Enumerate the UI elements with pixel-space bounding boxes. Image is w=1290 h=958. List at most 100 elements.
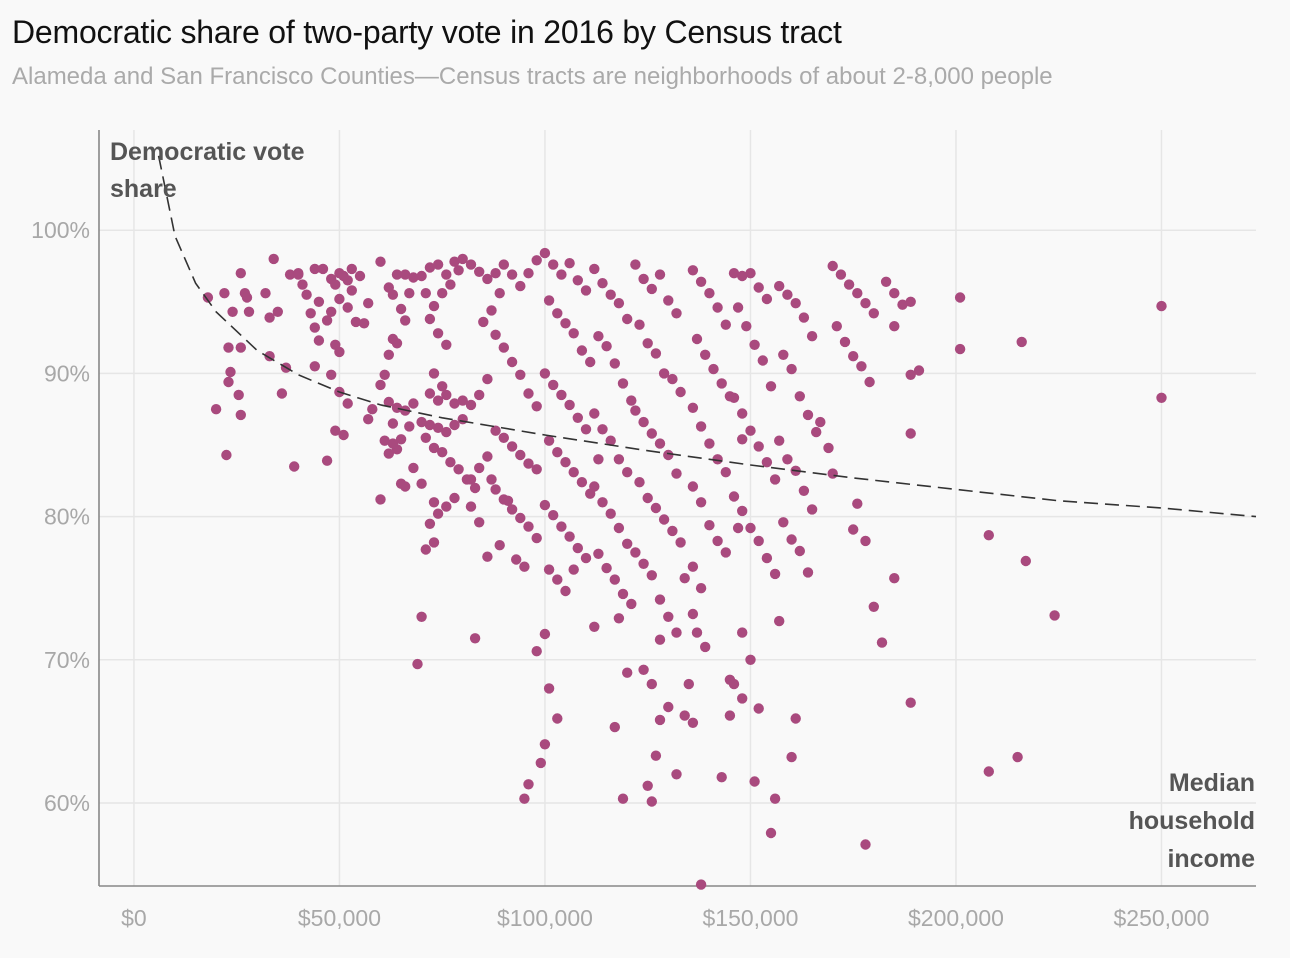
- data-point: [412, 658, 423, 670]
- data-point: [233, 389, 244, 401]
- data-point: [794, 545, 805, 557]
- data-point: [498, 432, 509, 443]
- data-point: [695, 497, 707, 508]
- data-point: [897, 299, 908, 310]
- data-point: [983, 766, 994, 777]
- data-point: [564, 258, 575, 269]
- y-axis-label-line-2: share: [110, 175, 177, 203]
- data-point: [630, 259, 641, 270]
- data-point: [235, 268, 246, 279]
- data-point: [663, 701, 674, 713]
- data-point: [860, 298, 871, 309]
- data-point: [453, 265, 464, 276]
- data-point: [408, 272, 419, 283]
- data-point: [428, 537, 440, 548]
- data-point: [658, 368, 670, 379]
- data-point: [737, 627, 748, 638]
- data-point: [313, 335, 325, 346]
- data-point: [675, 537, 686, 548]
- data-point: [613, 298, 625, 309]
- data-point: [646, 428, 657, 439]
- data-point: [650, 750, 662, 761]
- data-point: [400, 269, 411, 280]
- data-point: [613, 613, 625, 624]
- data-point: [387, 438, 399, 449]
- data-point: [338, 429, 349, 441]
- data-point: [367, 404, 378, 415]
- data-point: [954, 343, 966, 355]
- data-point: [868, 601, 879, 612]
- data-point: [342, 302, 353, 313]
- data-point: [728, 392, 740, 403]
- data-point: [737, 505, 748, 517]
- data-point: [753, 282, 764, 293]
- data-point: [691, 627, 703, 638]
- data-point: [568, 564, 579, 575]
- data-point: [634, 477, 645, 488]
- data-point: [449, 492, 460, 504]
- data-point: [745, 522, 756, 534]
- data-point: [609, 358, 620, 369]
- data-point: [654, 438, 666, 449]
- data-point: [622, 313, 633, 325]
- data-point: [219, 288, 230, 299]
- data-point: [839, 336, 851, 348]
- data-point: [695, 421, 707, 432]
- data-point: [671, 769, 682, 780]
- data-point: [560, 457, 571, 468]
- data-point: [474, 389, 485, 401]
- data-point: [531, 532, 542, 544]
- data-point: [745, 268, 756, 279]
- data-point: [687, 481, 699, 492]
- data-point: [539, 368, 551, 379]
- data-point: [387, 289, 399, 300]
- data-point: [391, 402, 403, 413]
- data-point: [671, 308, 682, 319]
- x-tick-label: $50,000: [298, 905, 381, 931]
- data-point: [548, 510, 559, 521]
- data-point: [416, 611, 427, 622]
- y-tick-label: 80%: [44, 504, 90, 530]
- data-point: [737, 434, 748, 445]
- data-point: [375, 256, 386, 267]
- data-point: [428, 368, 440, 379]
- data-point: [502, 495, 514, 506]
- data-point: [552, 713, 563, 724]
- data-point: [490, 484, 501, 495]
- data-point: [441, 339, 452, 350]
- x-axis-label-line-1: Median: [1169, 769, 1255, 797]
- data-point: [465, 399, 477, 411]
- data-point: [465, 259, 477, 270]
- data-point: [827, 468, 838, 479]
- data-point: [523, 268, 534, 279]
- data-point: [276, 388, 288, 399]
- data-point: [778, 517, 789, 528]
- data-point: [695, 583, 707, 594]
- data-point: [642, 780, 653, 791]
- data-point: [490, 329, 501, 340]
- data-point: [428, 300, 440, 312]
- data-point: [654, 714, 666, 726]
- data-point: [552, 308, 563, 319]
- data-point: [424, 262, 436, 273]
- data-point: [210, 404, 222, 415]
- data-point: [823, 442, 834, 454]
- data-point: [404, 288, 415, 299]
- data-point: [954, 292, 966, 303]
- data-point: [589, 481, 600, 492]
- data-point: [572, 275, 583, 286]
- data-point: [663, 449, 674, 461]
- data-point: [432, 328, 444, 339]
- data-point: [235, 342, 246, 353]
- data-point: [778, 349, 789, 360]
- data-point: [556, 521, 567, 532]
- data-point: [732, 522, 744, 534]
- data-point: [437, 447, 448, 458]
- data-point: [1012, 751, 1023, 763]
- data-point: [630, 405, 641, 416]
- data-point: [564, 399, 575, 411]
- data-point: [605, 289, 616, 300]
- data-point: [391, 269, 403, 280]
- data-point: [432, 259, 444, 270]
- data-point: [301, 289, 312, 300]
